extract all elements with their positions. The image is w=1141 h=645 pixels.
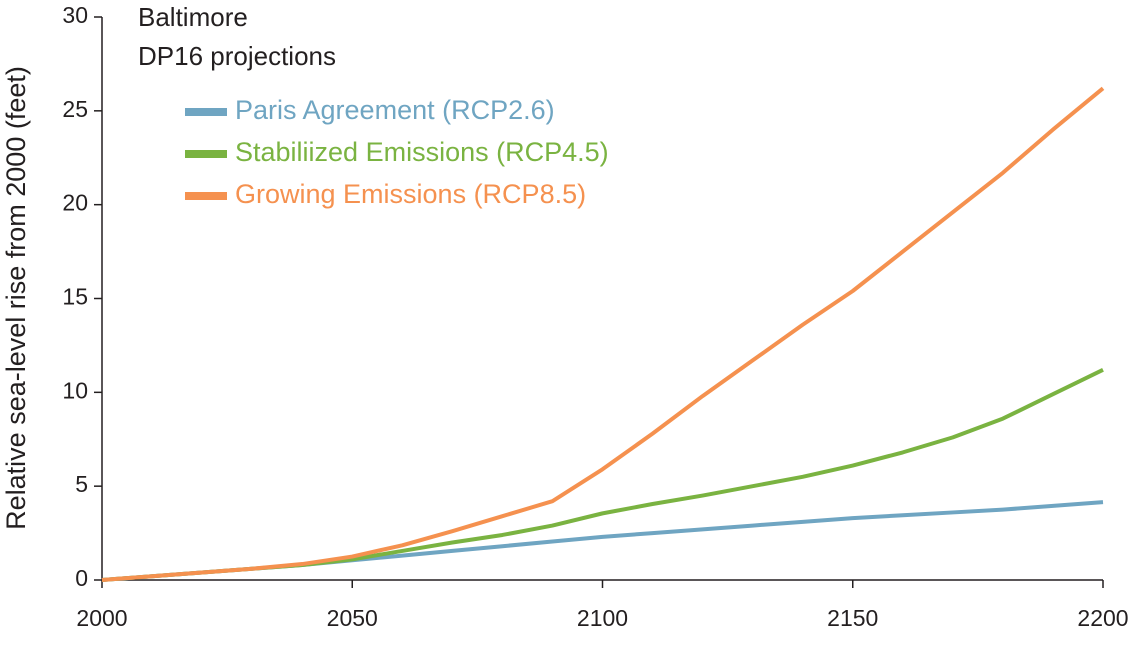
y-tick-label: 15 <box>62 284 88 310</box>
x-tick-label: 2100 <box>577 605 628 631</box>
y-tick-label: 25 <box>62 96 88 122</box>
y-tick-label: 20 <box>62 190 88 216</box>
x-tick-label: 2150 <box>827 605 878 631</box>
chart-subtitle: DP16 projections <box>138 41 336 71</box>
y-tick-label: 10 <box>62 377 88 403</box>
y-tick-label: 0 <box>75 565 88 591</box>
y-tick-label: 30 <box>62 2 88 28</box>
x-tick-label: 2050 <box>327 605 378 631</box>
x-tick-label: 2200 <box>1077 605 1128 631</box>
y-tick-label: 5 <box>75 471 88 497</box>
legend-label: Paris Agreement (RCP2.6) <box>235 95 555 125</box>
y-axis-label: Relative sea-level rise from 2000 (feet) <box>1 66 31 530</box>
legend-label: Growing Emissions (RCP8.5) <box>235 179 586 209</box>
legend-label: Stabiliized Emissions (RCP4.5) <box>235 137 609 167</box>
x-tick-label: 2000 <box>76 605 127 631</box>
series-line <box>101 86 1105 582</box>
chart-title: Baltimore <box>138 2 248 32</box>
series-line <box>101 368 1104 582</box>
